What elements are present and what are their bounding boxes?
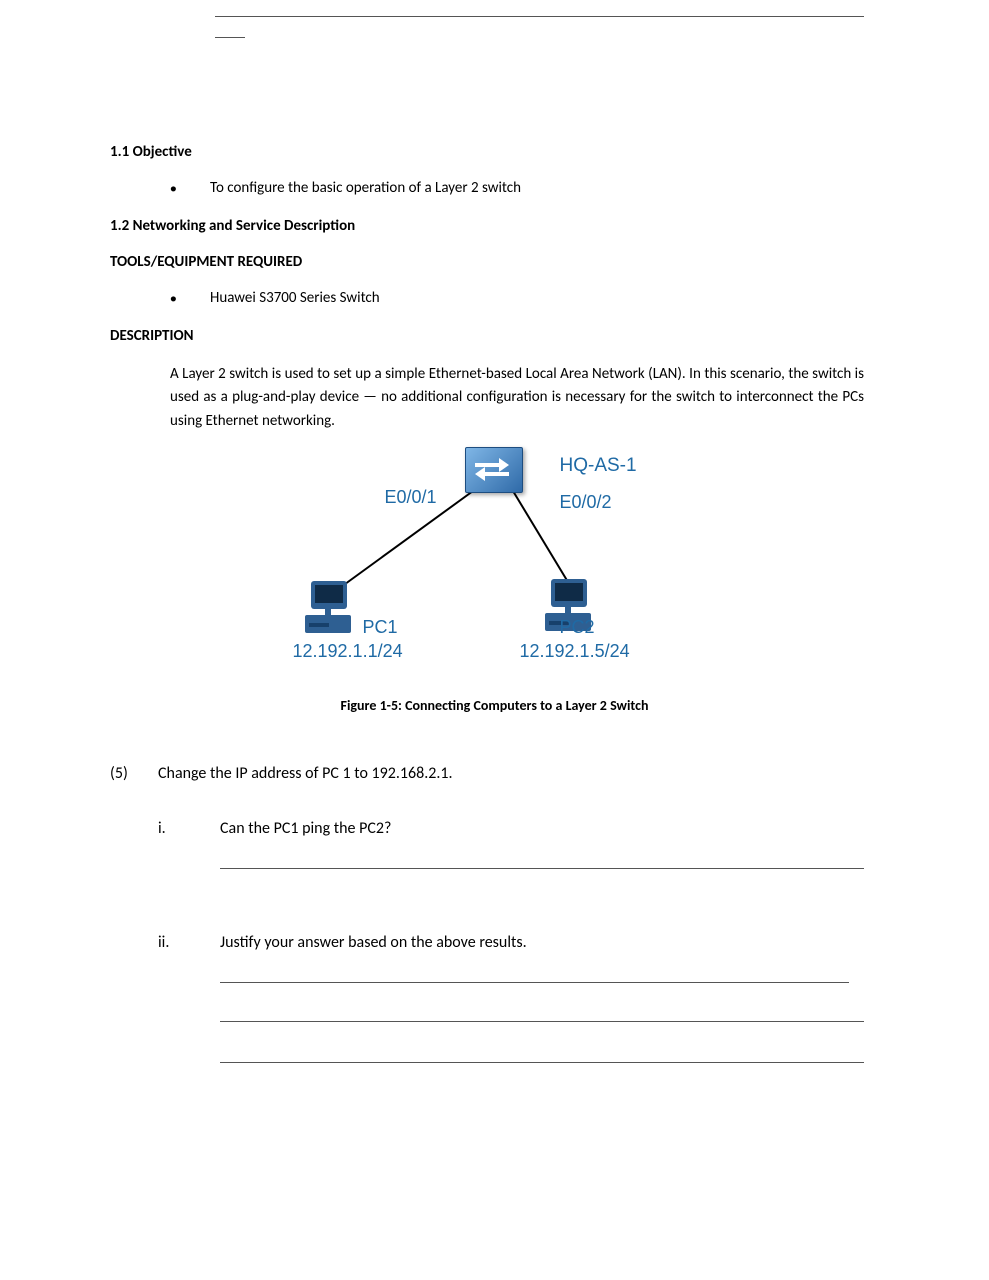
bullet-text: Huawei S3700 Series Switch	[210, 289, 380, 307]
bullet-row: ● Huawei S3700 Series Switch	[170, 289, 919, 307]
answer-blank-line	[220, 966, 849, 983]
spacer	[70, 38, 919, 143]
label-pc1-ip: 12.192.1.1/24	[293, 641, 403, 662]
heading-tools: TOOLS/EQUIPMENT REQUIRED	[110, 253, 919, 271]
label-port-left: E0/0/1	[385, 487, 437, 508]
sub-marker: i.	[158, 819, 220, 838]
spacer	[70, 893, 919, 933]
heading-description: DESCRIPTION	[110, 327, 919, 345]
answer-blank-line	[220, 1005, 864, 1022]
label-pc2-ip: 12.192.1.5/24	[520, 641, 630, 662]
label-switch-name: HQ-AS-1	[560, 455, 637, 477]
blank-line-short	[215, 21, 245, 38]
description-paragraph: A Layer 2 switch is used to set up a sim…	[170, 363, 864, 433]
figure-caption: Figure 1-5: Connecting Computers to a La…	[70, 697, 919, 714]
switch-icon	[465, 447, 523, 493]
subquestion-i: i. Can the PC1 ping the PC2?	[158, 819, 919, 838]
heading-network-desc: 1.2 Networking and Service Description	[110, 217, 919, 235]
sub-text: Can the PC1 ping the PC2?	[220, 819, 391, 838]
question-text: Change the IP address of PC 1 to 192.168…	[158, 764, 453, 783]
sub-marker: ii.	[158, 933, 220, 952]
label-pc2: PC2	[560, 617, 595, 638]
pc1-icon	[305, 577, 365, 637]
label-pc1: PC1	[363, 617, 398, 638]
bullet-row: ● To configure the basic operation of a …	[170, 179, 919, 197]
blank-line	[215, 0, 864, 17]
bullet-icon: ●	[170, 292, 210, 305]
question-number: (5)	[110, 764, 158, 783]
bullet-icon: ●	[170, 182, 210, 195]
subquestion-ii: ii. Justify your answer based on the abo…	[158, 933, 919, 952]
answer-blank-line	[220, 1046, 864, 1063]
label-port-right: E0/0/2	[560, 492, 612, 513]
question-row: (5) Change the IP address of PC 1 to 192…	[110, 764, 919, 783]
bullet-text: To configure the basic operation of a La…	[210, 179, 521, 197]
answer-blank-line	[220, 852, 864, 869]
heading-objective: 1.1 Objective	[110, 143, 919, 161]
sub-text: Justify your answer based on the above r…	[220, 933, 527, 952]
network-diagram: HQ-AS-1 E0/0/1 E0/0/2 PC1 PC2 12.192.1.1…	[215, 447, 775, 687]
document-page: 1.1 Objective ● To configure the basic o…	[0, 0, 989, 1280]
